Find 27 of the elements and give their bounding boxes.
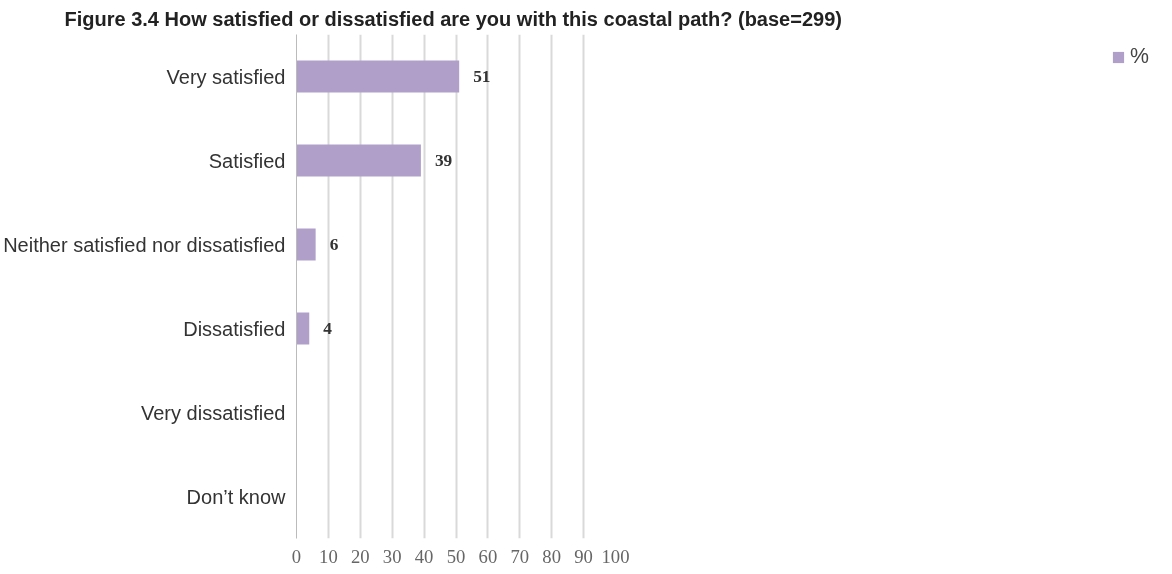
data-label: 39 — [434, 151, 453, 170]
x-tick-label: 60 — [478, 545, 498, 567]
x-tick-label: 50 — [446, 545, 466, 567]
x-tick-label: 30 — [382, 545, 402, 567]
legend-label: % — [1130, 44, 1150, 69]
data-label: 4 — [323, 319, 333, 338]
bar — [296, 60, 460, 93]
x-tick-label: 10 — [319, 545, 338, 567]
y-tick-label: Very satisfied — [166, 65, 286, 88]
x-tick-label: 40 — [414, 545, 434, 567]
y-tick-label: Dissatisfied — [183, 317, 286, 340]
x-tick-label: 90 — [574, 545, 593, 567]
x-tick-label: 80 — [542, 545, 562, 567]
x-tick-label: 70 — [510, 545, 530, 567]
bar — [296, 312, 310, 345]
data-label: 51 — [473, 67, 491, 86]
y-tick-label: Neither satisfied nor dissatisfied — [3, 233, 286, 256]
bar — [296, 228, 316, 261]
x-tick-label: 100 — [601, 545, 630, 567]
x-tick-label: 0 — [291, 545, 302, 567]
bar — [296, 144, 421, 177]
x-tick-label: 20 — [350, 545, 370, 567]
y-tick-label: Very dissatisfied — [140, 401, 286, 424]
y-tick-label: Don’t know — [186, 485, 287, 508]
chart-title: Figure 3.4 How satisfied or dissatisfied are you with this coastal path? (base=299) — [64, 7, 842, 30]
y-tick-label: Satisfied — [208, 149, 286, 172]
data-label: 6 — [329, 235, 339, 254]
